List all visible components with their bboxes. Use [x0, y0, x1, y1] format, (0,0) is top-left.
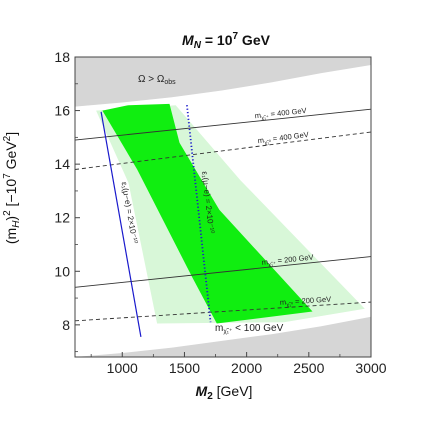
mass-contour-label-3: mχ̃₁⁰ = 200 GeV [280, 295, 332, 309]
title-main: M [182, 32, 194, 48]
plot-frame [74, 56, 372, 358]
axis-ticks: 1000 1500 2000 2500 3000 8 10 12 14 16 18 [54, 49, 386, 376]
mass-contour-label-value: = 400 GeV [268, 106, 307, 119]
y-tick-label-0: 8 [62, 317, 70, 333]
y-tick-label-4: 16 [54, 103, 70, 119]
x-tick-label-3: 2500 [293, 360, 324, 376]
x-tick-label-2: 2000 [231, 360, 262, 376]
mass-contour-label-0: mχ̃₁⁺ = 400 GeV [254, 106, 307, 122]
title-rest: = 10 [201, 32, 233, 48]
y-tick-label-5: 18 [54, 49, 70, 65]
title-exp: 7 [232, 31, 238, 42]
x-axis-title-sub: 2 [207, 391, 213, 402]
chart-title: MN = 107 GeV [182, 31, 271, 51]
mass-contour-label-main: m [257, 136, 264, 146]
mass-contour-line-0 [75, 108, 371, 141]
mass-contour-label-sub: χ̃₁⁺ [268, 260, 276, 268]
annotation-low-mass: mχ̃₁⁺ < 100 GeV [215, 323, 284, 335]
plot-area [75, 57, 371, 357]
x-tick-label-4: 3000 [355, 360, 386, 376]
mass-contour-label-sub: χ̃₁⁺ [261, 114, 269, 122]
title-unit: GeV [238, 32, 271, 48]
epsilon-line-0 [100, 111, 142, 338]
mass-contour-label-main: m [261, 257, 268, 267]
y-axis-title: (mH)2 [−107 GeV2] [2, 132, 22, 244]
x-tick-label-1: 1500 [169, 360, 200, 376]
annotation-omega: Ω > Ωobs [138, 74, 176, 86]
y-tick-label-1: 10 [54, 263, 70, 279]
annotation-omega-main: Ω > Ω [138, 74, 165, 85]
y-tick-label-3: 14 [54, 156, 70, 172]
mass-contour-label-value: = 200 GeV [293, 295, 332, 306]
title-sub: N [194, 40, 202, 51]
mass-contour-line-2 [75, 256, 371, 288]
mass-contour-label-1: mχ̃₁⁰ = 400 GeV [257, 130, 309, 147]
mass-contour-label-value: = 400 GeV [270, 130, 309, 144]
mass-contour-label-sub: χ̃₁⁰ [264, 139, 273, 147]
annotation-low-mass-value: < 100 GeV [232, 323, 283, 334]
mass-contour-label-main: m [254, 111, 261, 121]
mass-contour-label-value: = 200 GeV [275, 253, 314, 266]
region-excluded-bottom [75, 316, 371, 357]
y-tick-label-2: 12 [54, 210, 70, 226]
region-band-dark [102, 103, 313, 324]
mass-contour-label-sub: χ̃₁⁰ [286, 301, 294, 308]
epsilon-line-1 [186, 105, 212, 323]
mass-contour-line-1 [75, 131, 371, 170]
x-axis-title-rest: [GeV] [213, 383, 253, 399]
mass-contour-label-main: m [280, 297, 287, 306]
mass-contour-line-3 [75, 301, 371, 322]
annotation-omega-sub: obs [164, 79, 176, 86]
annotation-low-mass-sub: χ̃₁⁺ [223, 328, 233, 335]
annotation-low-mass-main: m [215, 323, 223, 334]
x-tick-label-0: 1000 [107, 360, 138, 376]
mass-contour-label-2: mχ̃₁⁺ = 200 GeV [261, 253, 314, 269]
x-axis-title: M2 [GeV] [196, 383, 253, 402]
region-excluded-top [75, 57, 371, 107]
x-axis-title-main: M [196, 383, 208, 399]
